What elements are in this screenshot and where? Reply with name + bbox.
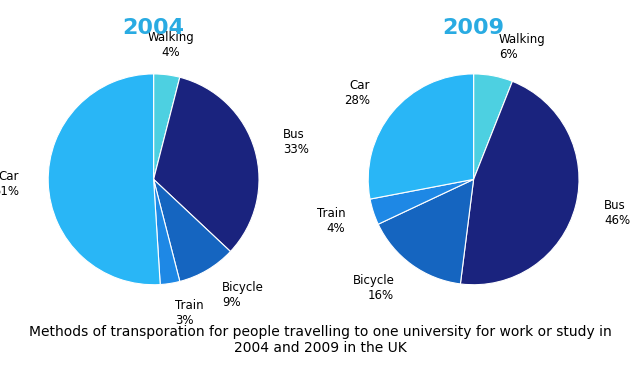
Text: Train
3%: Train 3% [175, 299, 204, 326]
Text: Bicycle
16%: Bicycle 16% [353, 274, 394, 302]
Wedge shape [48, 74, 160, 285]
Text: Train
4%: Train 4% [317, 207, 346, 235]
Text: Methods of transporation for people travelling to one university for work or stu: Methods of transporation for people trav… [29, 325, 611, 355]
Text: Bicycle
9%: Bicycle 9% [222, 281, 264, 310]
Title: 2004: 2004 [123, 18, 184, 38]
Wedge shape [368, 74, 474, 199]
Wedge shape [154, 179, 230, 281]
Text: Car
28%: Car 28% [344, 79, 370, 107]
Wedge shape [154, 77, 259, 251]
Wedge shape [154, 74, 180, 179]
Wedge shape [154, 179, 180, 284]
Title: 2009: 2009 [443, 18, 504, 38]
Wedge shape [378, 179, 474, 284]
Wedge shape [370, 179, 474, 224]
Text: Walking
4%: Walking 4% [147, 31, 194, 60]
Text: Car
51%: Car 51% [0, 169, 19, 198]
Wedge shape [474, 74, 513, 179]
Text: Walking
6%: Walking 6% [499, 33, 546, 61]
Text: Bus
33%: Bus 33% [283, 128, 309, 156]
Wedge shape [460, 81, 579, 285]
Text: Bus
46%: Bus 46% [604, 199, 630, 227]
